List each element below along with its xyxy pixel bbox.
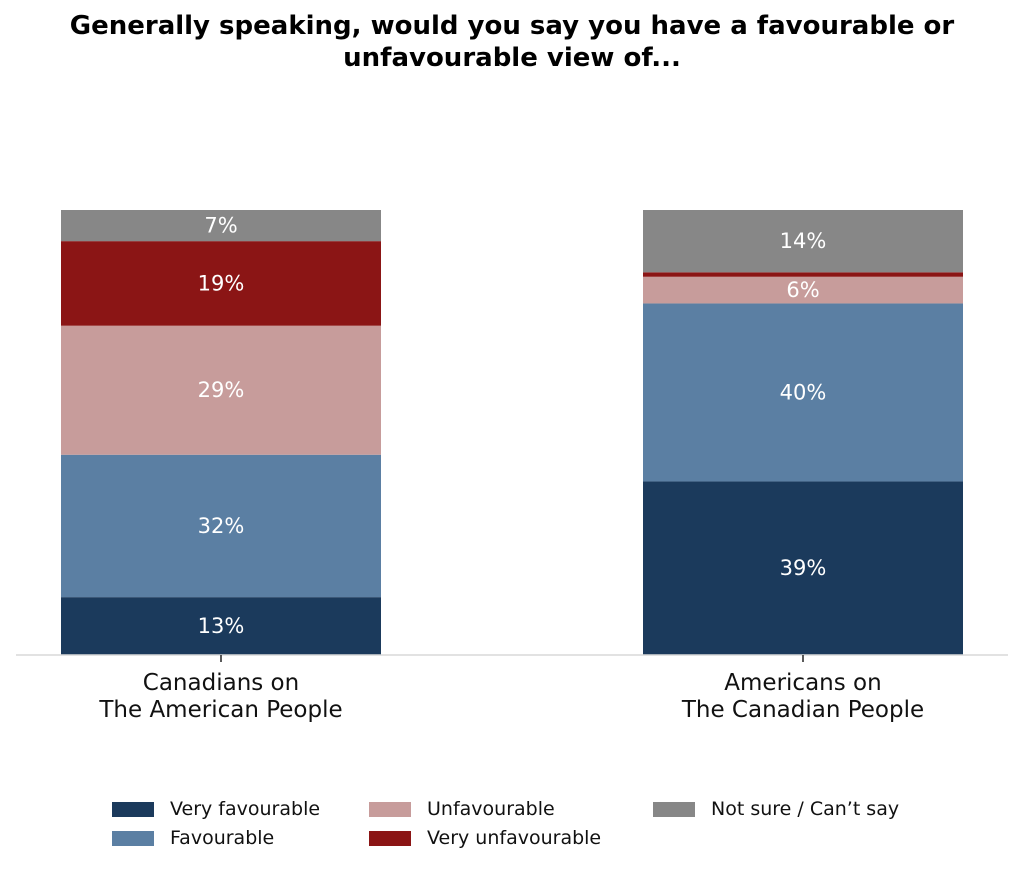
legend-label: Very unfavourable — [427, 827, 602, 849]
data-label: 13% — [198, 614, 245, 638]
data-label: 6% — [786, 278, 819, 302]
legend-label: Very favourable — [170, 798, 321, 820]
legend-item-favourable: Favourable — [112, 824, 274, 852]
legend-label: Unfavourable — [427, 798, 555, 820]
legend-swatch — [112, 801, 154, 817]
legend-item-very-favourable: Very favourable — [112, 795, 320, 823]
legend-label: Favourable — [170, 827, 275, 849]
data-label: 32% — [198, 514, 245, 538]
x-ticks-layer: Canadians on The American People Americans… — [98, 655, 924, 723]
legend: Very favourable Favourable Unfavourable … — [0, 795, 1024, 865]
bar-segment — [643, 276, 963, 304]
bar-segment — [61, 454, 381, 598]
bar-segment — [61, 241, 381, 326]
legend-item-not-sure: Not sure / Can’t say — [653, 795, 899, 823]
legend-swatch — [369, 801, 411, 817]
data-label: 29% — [198, 378, 245, 402]
legend-swatch — [653, 801, 695, 817]
legend-item-unfavourable: Unfavourable — [369, 795, 555, 823]
x-tick-label: Americans on The Canadian People — [681, 670, 924, 723]
data-label: 39% — [780, 556, 827, 580]
bar-segment — [61, 325, 381, 455]
bar-segment — [643, 481, 963, 655]
legend-swatch — [369, 830, 411, 846]
legend-label: Not sure / Can’t say — [711, 798, 900, 820]
data-label: 40% — [780, 380, 827, 404]
bar-segment — [61, 210, 381, 242]
data-labels-layer: 13% 32% 29% 19% 7% 39% 40% 6% 14% — [198, 214, 827, 639]
chart-title: Generally speaking, would you say you ha… — [69, 11, 955, 73]
bar-segment — [61, 597, 381, 655]
data-label: 7% — [204, 214, 237, 238]
data-label: 14% — [780, 229, 827, 253]
bar-segment — [643, 272, 963, 277]
legend-item-very-unfavourable: Very unfavourable — [369, 824, 601, 852]
legend-swatch — [112, 830, 154, 846]
data-label: 19% — [198, 271, 245, 295]
x-tick-label: Canadians on The American People — [98, 670, 342, 723]
bars-layer — [61, 210, 963, 655]
bar-segment — [643, 210, 963, 273]
bar-segment — [643, 303, 963, 482]
